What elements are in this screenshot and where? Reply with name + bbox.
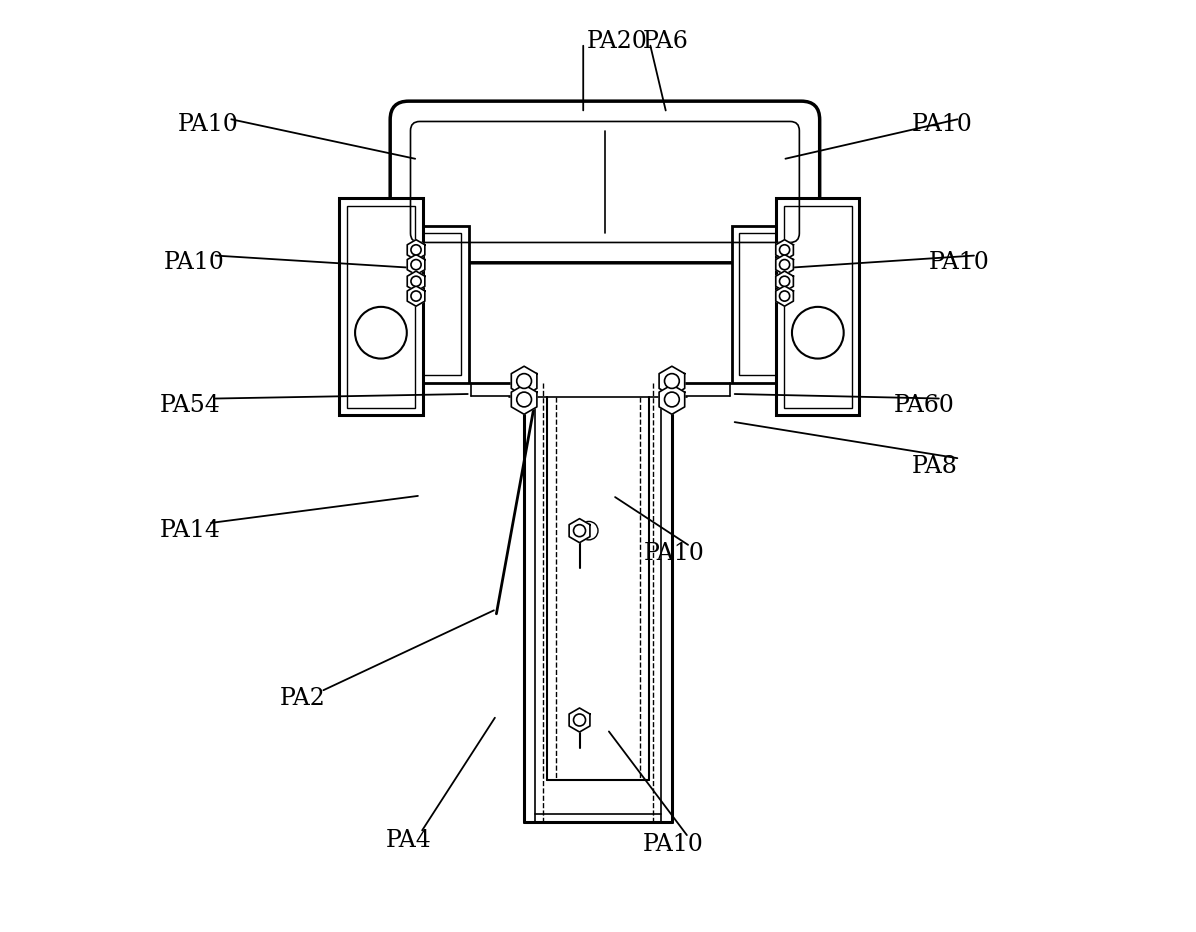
Circle shape: [574, 714, 586, 726]
Bar: [776, 199, 860, 415]
Polygon shape: [512, 385, 537, 415]
FancyBboxPatch shape: [390, 102, 819, 263]
Text: PA20: PA20: [587, 30, 648, 52]
Text: PA6: PA6: [642, 30, 688, 52]
Circle shape: [411, 259, 421, 269]
Circle shape: [411, 291, 421, 301]
Circle shape: [517, 392, 531, 407]
Bar: [409, 226, 469, 383]
Bar: [732, 226, 792, 383]
Bar: [783, 206, 852, 408]
Polygon shape: [659, 385, 684, 415]
Circle shape: [780, 276, 789, 286]
Text: PA10: PA10: [645, 542, 706, 565]
Text: PA10: PA10: [164, 252, 225, 274]
Circle shape: [574, 525, 586, 537]
Circle shape: [792, 307, 843, 359]
Polygon shape: [569, 708, 590, 732]
Circle shape: [780, 259, 789, 269]
Text: PA10: PA10: [642, 833, 703, 857]
Polygon shape: [776, 286, 793, 307]
Circle shape: [780, 291, 789, 301]
Bar: [739, 233, 785, 376]
Circle shape: [665, 374, 679, 389]
Bar: [416, 233, 462, 376]
Circle shape: [780, 245, 789, 255]
Polygon shape: [408, 271, 425, 292]
Polygon shape: [776, 254, 793, 275]
Text: PA2: PA2: [280, 687, 325, 710]
Circle shape: [580, 521, 598, 540]
Text: PA4: PA4: [385, 829, 432, 852]
Circle shape: [411, 245, 421, 255]
Text: PA8: PA8: [913, 455, 958, 477]
Text: PA10: PA10: [928, 252, 989, 274]
Circle shape: [411, 276, 421, 286]
Bar: [340, 199, 422, 415]
Circle shape: [355, 307, 407, 359]
Polygon shape: [408, 254, 425, 275]
Polygon shape: [776, 271, 793, 292]
Polygon shape: [408, 286, 425, 307]
Polygon shape: [512, 366, 537, 396]
Polygon shape: [408, 240, 425, 260]
Polygon shape: [569, 518, 590, 542]
Polygon shape: [776, 240, 793, 260]
Polygon shape: [659, 366, 684, 396]
Bar: [347, 206, 415, 408]
Text: PA10: PA10: [178, 113, 239, 136]
Text: PA54: PA54: [159, 394, 220, 418]
Text: PA60: PA60: [893, 394, 954, 418]
Text: PA14: PA14: [159, 519, 220, 542]
Circle shape: [517, 374, 531, 389]
Text: PA10: PA10: [913, 113, 972, 136]
Circle shape: [665, 392, 679, 407]
